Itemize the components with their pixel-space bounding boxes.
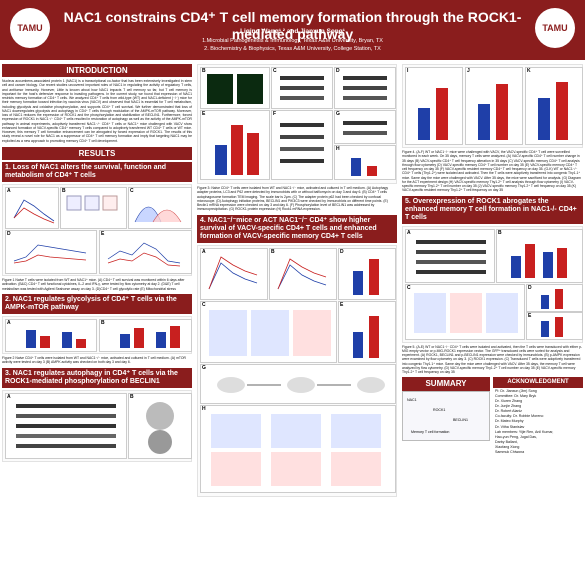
figure-2-caption: Figure 2 Naive CD4⁺ T cells were isolate… — [2, 356, 187, 365]
figure-4-right: I J K — [402, 64, 583, 148]
fig2-panel-a: A — [5, 319, 97, 353]
section-4-heading: 4. NAC1⁻/⁻mice or ACT NAC1⁻/⁻ CD4⁺ show … — [197, 214, 397, 243]
introduction-heading: INTRODUCTION — [2, 64, 192, 78]
fig2-panel-b: B — [99, 319, 192, 353]
fig3-panel-c: C — [271, 67, 333, 109]
results-heading: RESULTS — [2, 146, 192, 161]
poster-title: NAC1 constrains CD4⁺ T cell memory forma… — [63, 9, 522, 42]
section-5-heading: 5. Overexpression of ROCK1 abrogates the… — [402, 195, 583, 224]
figure-4-caption: Figure 4. (A-F) WT or NAC1⁻/⁻ mice were … — [402, 150, 581, 193]
fig3-panel-e: E — [200, 110, 270, 180]
summary-diagram: NAC1 ROCK1 BECLIN1 Memory T cell formati… — [402, 390, 490, 441]
section-3-heading: 3. NAC1 regulates autophagy in CD4⁺ T ce… — [2, 367, 192, 388]
fig5-panel-b: B — [496, 228, 583, 283]
figure-3: B C D E F G H — [197, 64, 397, 184]
section-1-heading: 1. Loss of NAC1 alters the survival, fun… — [2, 162, 192, 183]
fig4-panel-k: K — [525, 67, 583, 145]
right-column: I J K Figure 4. (A-F) WT or NAC1⁻/⁻ mice… — [402, 64, 583, 456]
fig1-panel-b: B — [60, 187, 127, 230]
university-logo-left: TAMU — [10, 8, 50, 48]
fig4-panel-g-diagram: G — [200, 363, 396, 404]
figure-5: A B C D E — [402, 225, 583, 343]
fig3-panel-b-images: B — [200, 67, 270, 109]
summary-section: SUMMARY NAC1 ROCK1 BECLIN1 Memory T cell… — [402, 377, 490, 455]
fig5-panel-d: D — [526, 283, 583, 312]
fig4-panel-h: H — [200, 404, 396, 493]
author-line: Liqing Wang¹,² and Jianxun Song¹ — [240, 28, 345, 35]
introduction-text: Nucleus accumbens-associated protein 1 (… — [2, 79, 192, 143]
figure-1-caption: Figure 1 Naive T cells were isolated fro… — [2, 278, 185, 291]
fig3-panel-a-blots: A — [5, 392, 127, 459]
fig4-panel-i: I — [405, 67, 463, 145]
fig3-panel-f: F — [271, 110, 333, 180]
university-logo-right: TAMU — [535, 8, 575, 48]
fig5-panel-a: A — [405, 228, 495, 283]
affiliation-2: 2. Biochemistry & Biophysics, Texas A&M … — [204, 46, 381, 52]
poster-banner: TAMU NAC1 constrains CD4⁺ T cell memory … — [0, 0, 585, 60]
fig3-panel-h: H — [334, 145, 396, 180]
fig3-panel-d: D — [334, 67, 396, 109]
fig4-panel-d: D — [338, 247, 396, 300]
fig1-panel-d: D — [5, 230, 97, 275]
fig1-panel-e: E — [99, 230, 192, 275]
affiliation-1: 1.Microbial Pathogenesis & Immunology, T… — [202, 38, 383, 44]
figure-3-left: A B — [2, 389, 192, 462]
fig4-panel-a: A — [200, 247, 268, 300]
acknowledgment-section: ACKNOWLEDGMENT PI: Dr. Jianxun (Jim) Son… — [493, 377, 583, 455]
figure-4: A B D C E G H — [197, 244, 397, 497]
fig4-panel-b: B — [269, 247, 337, 300]
acknowledgment-text: PI: Dr. Jianxun (Jim) Song Committee: Dr… — [495, 389, 554, 454]
fig4-panel-c: C — [200, 300, 337, 363]
figure-2: A B — [2, 316, 192, 355]
figure-5-caption: Figure 5. (A-E) WT or NAC1⁻/⁻ CD4⁺ T cel… — [402, 344, 583, 375]
fig3-panel-b-tem: B — [128, 392, 192, 459]
figure-1: A B C D E — [2, 184, 192, 277]
summary-heading: SUMMARY — [402, 377, 490, 391]
fig1-panel-a: A — [5, 187, 59, 230]
bottom-row: SUMMARY NAC1 ROCK1 BECLIN1 Memory T cell… — [402, 377, 583, 455]
fig3-panel-g: G — [334, 110, 396, 144]
center-column: B C D E F G H Figure 3: Naive CD4⁺ T cel… — [197, 64, 397, 497]
fig1-panel-c: C — [128, 187, 192, 230]
figure-3-caption: Figure 3: Naive CD4⁺ T cells were isolat… — [197, 186, 389, 212]
fig4-panel-j: J — [465, 67, 523, 145]
fig4-panel-e: E — [338, 300, 396, 363]
fig5-panel-e: E — [526, 311, 583, 340]
left-column: INTRODUCTION Nucleus accumbens-associate… — [2, 64, 192, 462]
section-2-heading: 2. NAC1 regulates glycolysis of CD4⁺ T c… — [2, 293, 192, 315]
acknowledgment-heading: ACKNOWLEDGMENT — [493, 377, 583, 389]
fig5-panel-c: C — [405, 283, 525, 340]
